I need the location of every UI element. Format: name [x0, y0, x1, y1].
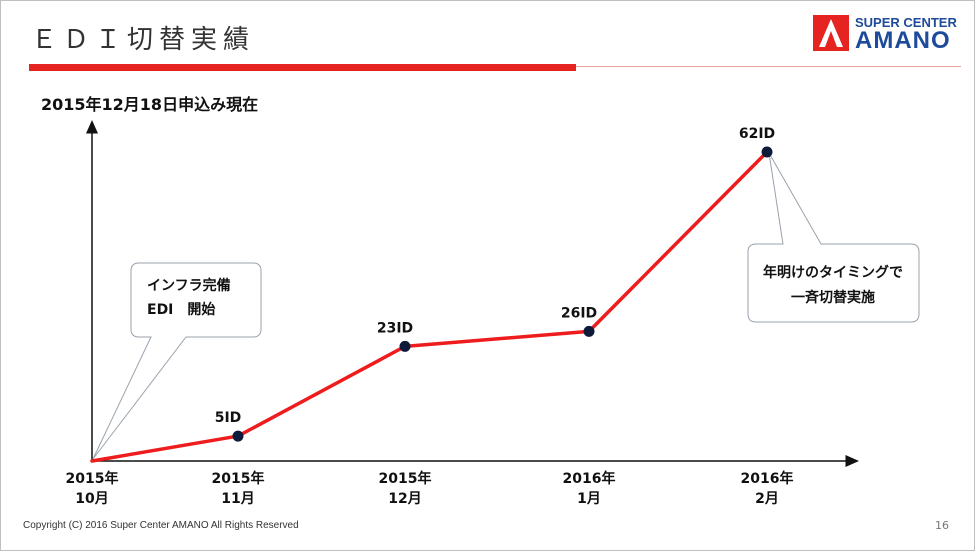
series-line-segment	[90, 434, 240, 463]
x-tick-label: 2月	[755, 491, 779, 507]
logo-a-icon	[819, 19, 843, 47]
data-point	[761, 146, 773, 158]
callout-infra-line2: EDI 開始	[147, 301, 215, 318]
data-point	[583, 325, 595, 337]
data-label: 23ID	[377, 320, 413, 336]
x-tick-label: 2015年	[212, 470, 265, 487]
callout-infra: インフラ完備 EDI 開始	[92, 262, 262, 460]
data-label: 26ID	[561, 305, 597, 321]
logo-mark-icon	[813, 15, 849, 51]
callout-bulk-switch: 年明けのタイミングで 一斉切替実施	[747, 152, 920, 323]
series-line-segment	[403, 329, 591, 349]
data-point	[399, 340, 411, 352]
x-tick-labels: 2015年 10月 2015年 11月 2015年 12月 2016年 1月 2016年 2月	[66, 470, 794, 507]
series-line-segment	[587, 150, 769, 334]
x-tick-label: 10月	[75, 491, 108, 507]
callout-bulk-line2: 一斉切替実施	[791, 289, 875, 306]
callout-bulk-line1: 年明けのタイミングで	[763, 264, 903, 281]
x-tick-label: 2016年	[741, 470, 794, 487]
callout-infra-line1: インフラ完備	[147, 277, 231, 294]
data-label: 5ID	[215, 410, 242, 426]
data-label: 62ID	[739, 126, 775, 142]
series-layer	[90, 146, 773, 463]
x-tick-label: 12月	[388, 491, 421, 507]
copyright-footer: Copyright (C) 2016 Super Center AMANO Al…	[23, 520, 299, 531]
data-point	[232, 430, 244, 442]
title-underline-thin	[576, 66, 961, 67]
title-underline-accent	[29, 64, 576, 71]
series-line-segment	[236, 344, 407, 438]
x-tick-label: 2015年	[379, 470, 432, 487]
chart-subtitle: 2015年12月18日申込み現在	[41, 95, 259, 114]
page-title: ＥＤＩ切替実績	[31, 25, 256, 55]
logo-main-text: AMANO	[855, 27, 951, 54]
logo-top-text: SUPER CENTER	[855, 15, 957, 30]
x-tick-label: 2015年	[66, 470, 119, 487]
x-tick-label: 2016年	[563, 470, 616, 487]
page-number: 16	[935, 519, 949, 532]
label-layer: 5ID 23ID 26ID 62ID	[215, 126, 775, 426]
x-tick-label: 11月	[221, 491, 254, 507]
brand-logo: SUPER CENTER AMANO	[813, 15, 963, 54]
x-tick-label: 1月	[577, 491, 601, 507]
